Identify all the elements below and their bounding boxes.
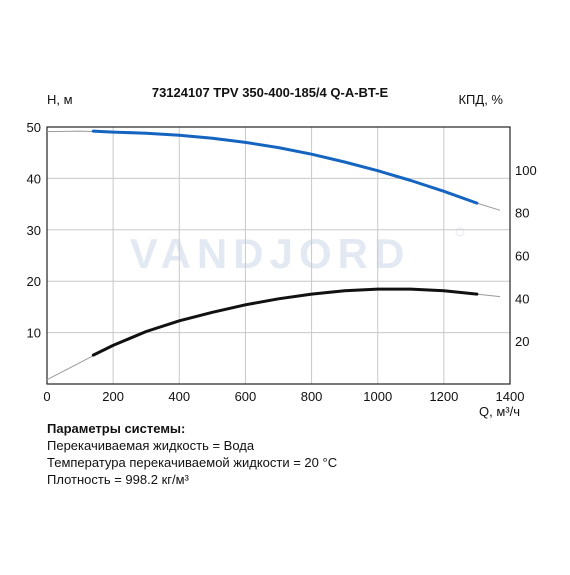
y-left-tick-label: 20 <box>27 274 41 289</box>
params-line-temperature: Температура перекачиваемой жидкости = 20… <box>47 455 338 470</box>
x-tick-label: 600 <box>235 389 257 404</box>
x-axis-label: Q, м³/ч <box>479 404 520 419</box>
chart-title: 73124107 TPV 350-400-185/4 Q-A-BT-E <box>152 85 389 100</box>
x-tick-label: 1200 <box>429 389 458 404</box>
watermark-registered-mark <box>455 227 465 237</box>
y-right-tick-label: 20 <box>515 334 529 349</box>
y-right-tick-label: 40 <box>515 291 529 306</box>
plot-frame <box>46 126 511 385</box>
y-left-tick-label: 30 <box>27 223 41 238</box>
x-tick-label: 800 <box>301 389 323 404</box>
series-0-full-curve <box>46 130 501 211</box>
y-right-tick-label: 100 <box>515 163 537 178</box>
y-right-tick-label: 80 <box>515 206 529 221</box>
system-parameters: Параметры системы: Перекачиваемая жидкос… <box>47 420 337 488</box>
y-left-tick-label: 40 <box>27 171 41 186</box>
params-title: Параметры системы: <box>47 421 186 436</box>
series-1-full-curve <box>46 288 501 381</box>
x-tick-label: 1400 <box>496 389 525 404</box>
series-1-operating-curve <box>91 287 479 357</box>
y-right-tick-label: 60 <box>515 249 529 264</box>
y-left-tick-label: 10 <box>27 326 41 341</box>
series-0-operating-curve <box>91 129 479 205</box>
x-tick-label: 200 <box>102 389 124 404</box>
y-left-tick-label: 50 <box>27 120 41 135</box>
x-tick-label: 400 <box>168 389 190 404</box>
x-tick-label: 0 <box>43 389 50 404</box>
params-line-liquid: Перекачиваемая жидкость = Вода <box>47 438 255 453</box>
y-right-axis-label: КПД, % <box>458 92 503 107</box>
x-tick-label: 1000 <box>363 389 392 404</box>
watermark-logo: VANDJORD <box>130 230 411 277</box>
params-line-density: Плотность = 998.2 кг/м³ <box>47 472 189 487</box>
y-left-axis-label: H, м <box>47 92 73 107</box>
